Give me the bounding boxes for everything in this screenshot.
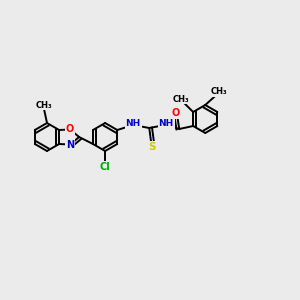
Text: S: S (148, 142, 156, 152)
Text: Cl: Cl (100, 162, 110, 172)
Text: CH₃: CH₃ (36, 100, 52, 109)
Text: CH₃: CH₃ (173, 94, 189, 103)
Text: O: O (171, 108, 179, 118)
Text: NH: NH (159, 119, 174, 128)
Text: CH₃: CH₃ (211, 88, 228, 97)
Text: NH: NH (126, 119, 141, 128)
Text: O: O (66, 124, 74, 134)
Text: N: N (66, 140, 74, 149)
